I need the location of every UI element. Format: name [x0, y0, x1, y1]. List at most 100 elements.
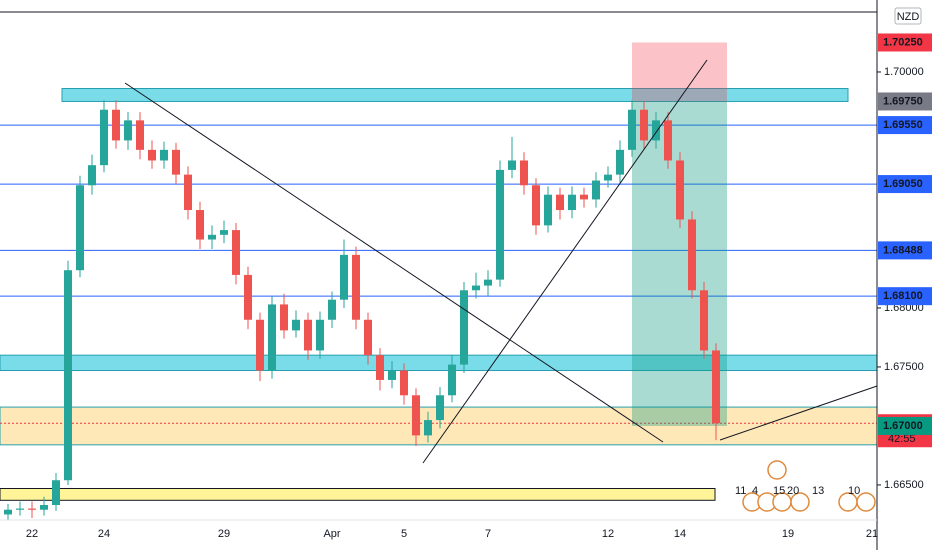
candle-body [364, 319, 372, 356]
levels [0, 124, 877, 297]
candle-body [112, 109, 120, 141]
event-icons [742, 460, 876, 512]
candle-body [532, 185, 540, 226]
price-label: 1.69550 [883, 119, 923, 131]
candle-body [676, 160, 684, 220]
candle-body [448, 364, 456, 396]
countdown: 42:55 [888, 433, 916, 445]
x-tick-label: 5 [401, 528, 407, 540]
candle-body [172, 149, 180, 175]
x-tick-label: 21 [866, 528, 878, 540]
candle-body [316, 319, 324, 351]
price-label-box [878, 287, 932, 306]
drawings [0, 11, 881, 464]
x-tick-label: 19 [782, 528, 794, 540]
candle-body [484, 279, 492, 286]
candle-body [196, 210, 204, 240]
candle-body [268, 304, 276, 371]
candle-body [40, 505, 48, 510]
zone [0, 354, 878, 372]
candle-body [556, 194, 564, 211]
candle-body [628, 109, 636, 150]
candle-body [616, 149, 624, 175]
candle-body [64, 270, 72, 481]
candle-body [412, 395, 420, 436]
y-tick-label: 1.67500 [884, 361, 924, 373]
trend-line [124, 82, 664, 443]
candle-body [592, 180, 600, 200]
price-label: 1.68100 [883, 290, 923, 302]
candle-body [244, 274, 252, 320]
candle-body [520, 160, 528, 186]
event-label: 10 [848, 485, 860, 497]
event-icon [790, 492, 810, 512]
x-tick-label: 7 [485, 528, 491, 540]
price-label: 1.69050 [883, 178, 923, 190]
price-label-box [878, 241, 932, 260]
price-axis [877, 0, 932, 550]
candle-body [256, 319, 264, 371]
y-tick-label: 1.70000 [884, 66, 924, 78]
candle-body [424, 420, 432, 436]
zone [61, 87, 849, 102]
candle-body [280, 304, 288, 331]
price-label: 1.67000 [883, 420, 923, 432]
candle-body [76, 185, 84, 271]
candle-body [292, 319, 300, 331]
candle-body [208, 234, 216, 240]
y-tick-label: 1.66500 [884, 479, 924, 491]
candle-body [4, 509, 12, 515]
x-tick-label: 24 [98, 528, 110, 540]
event-label: 20 [787, 485, 799, 497]
price-label-box [878, 92, 932, 111]
price-label-box [878, 33, 932, 52]
x-tick-label: Apr [323, 528, 340, 540]
candle-body [232, 230, 240, 275]
candle-body [100, 109, 108, 166]
candle-body [640, 109, 648, 141]
event-label: 15 [773, 485, 785, 497]
candle-body [580, 194, 588, 200]
price-label-box [878, 416, 932, 435]
candle-body [436, 395, 444, 421]
event-labels: 11 4 15 20 13 10 [735, 485, 860, 497]
candle-body [496, 169, 504, 280]
candle-body [52, 480, 60, 506]
stop-zone [632, 42, 727, 102]
event-icon [767, 460, 787, 480]
candle-body [652, 120, 660, 141]
x-tick-label: 14 [674, 528, 686, 540]
candle-body [700, 290, 708, 351]
candle-body [688, 219, 696, 291]
candle-body [568, 194, 576, 211]
trend-line [422, 59, 708, 464]
candle-body [544, 194, 552, 226]
candle-body [508, 160, 516, 170]
candle-body [460, 290, 468, 365]
price-label: 1.69750 [883, 95, 923, 107]
x-tick-label: 12 [602, 528, 614, 540]
candle-body [220, 230, 228, 235]
price-label-box [878, 116, 932, 135]
x-tick-label: 22 [26, 528, 38, 540]
candle-body [184, 174, 192, 211]
candle-body [352, 254, 360, 320]
candles [4, 100, 720, 521]
event-label: 4 [752, 485, 758, 497]
candle-body [604, 174, 612, 181]
candle-body [88, 165, 96, 186]
price-label-box [878, 175, 932, 194]
price-label: 1.68488 [883, 244, 923, 256]
event-icon [856, 492, 876, 512]
countdown-box [878, 431, 932, 448]
position [632, 42, 727, 426]
currency-badge-text: NZD [897, 11, 920, 23]
candle-body [136, 120, 144, 150]
event-label: 13 [812, 485, 824, 497]
candle-body [472, 285, 480, 291]
candle-body [376, 355, 384, 380]
trend-line [719, 384, 881, 441]
candle-body [28, 508, 36, 510]
